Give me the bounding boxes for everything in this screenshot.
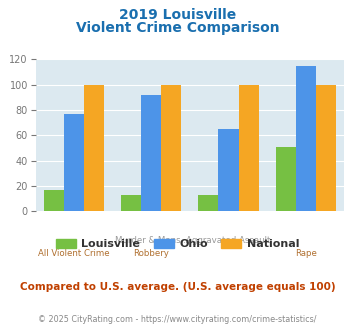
Bar (296, 66, 316, 211)
Text: All Violent Crime: All Violent Crime (38, 249, 110, 258)
Bar (198, 195, 218, 211)
Text: Violent Crime Comparison: Violent Crime Comparison (76, 21, 279, 35)
Text: Murder & Mans...: Murder & Mans... (115, 236, 188, 245)
Text: Aggravated Assault: Aggravated Assault (186, 236, 271, 245)
Bar (162, 85, 181, 211)
Text: 2019 Louisville: 2019 Louisville (119, 8, 236, 22)
Bar (141, 95, 162, 211)
Text: Rape: Rape (295, 249, 317, 258)
Bar (239, 85, 259, 211)
Bar (84, 85, 104, 211)
Bar (275, 147, 296, 211)
Bar (44, 190, 64, 211)
Text: © 2025 CityRating.com - https://www.cityrating.com/crime-statistics/: © 2025 CityRating.com - https://www.city… (38, 315, 317, 324)
Bar (316, 85, 336, 211)
Bar (121, 195, 141, 211)
Bar (218, 129, 239, 211)
Bar (64, 114, 84, 211)
Legend: Louisville, Ohio, National: Louisville, Ohio, National (51, 234, 304, 253)
Text: Robbery: Robbery (133, 249, 169, 258)
Text: Compared to U.S. average. (U.S. average equals 100): Compared to U.S. average. (U.S. average … (20, 282, 335, 292)
